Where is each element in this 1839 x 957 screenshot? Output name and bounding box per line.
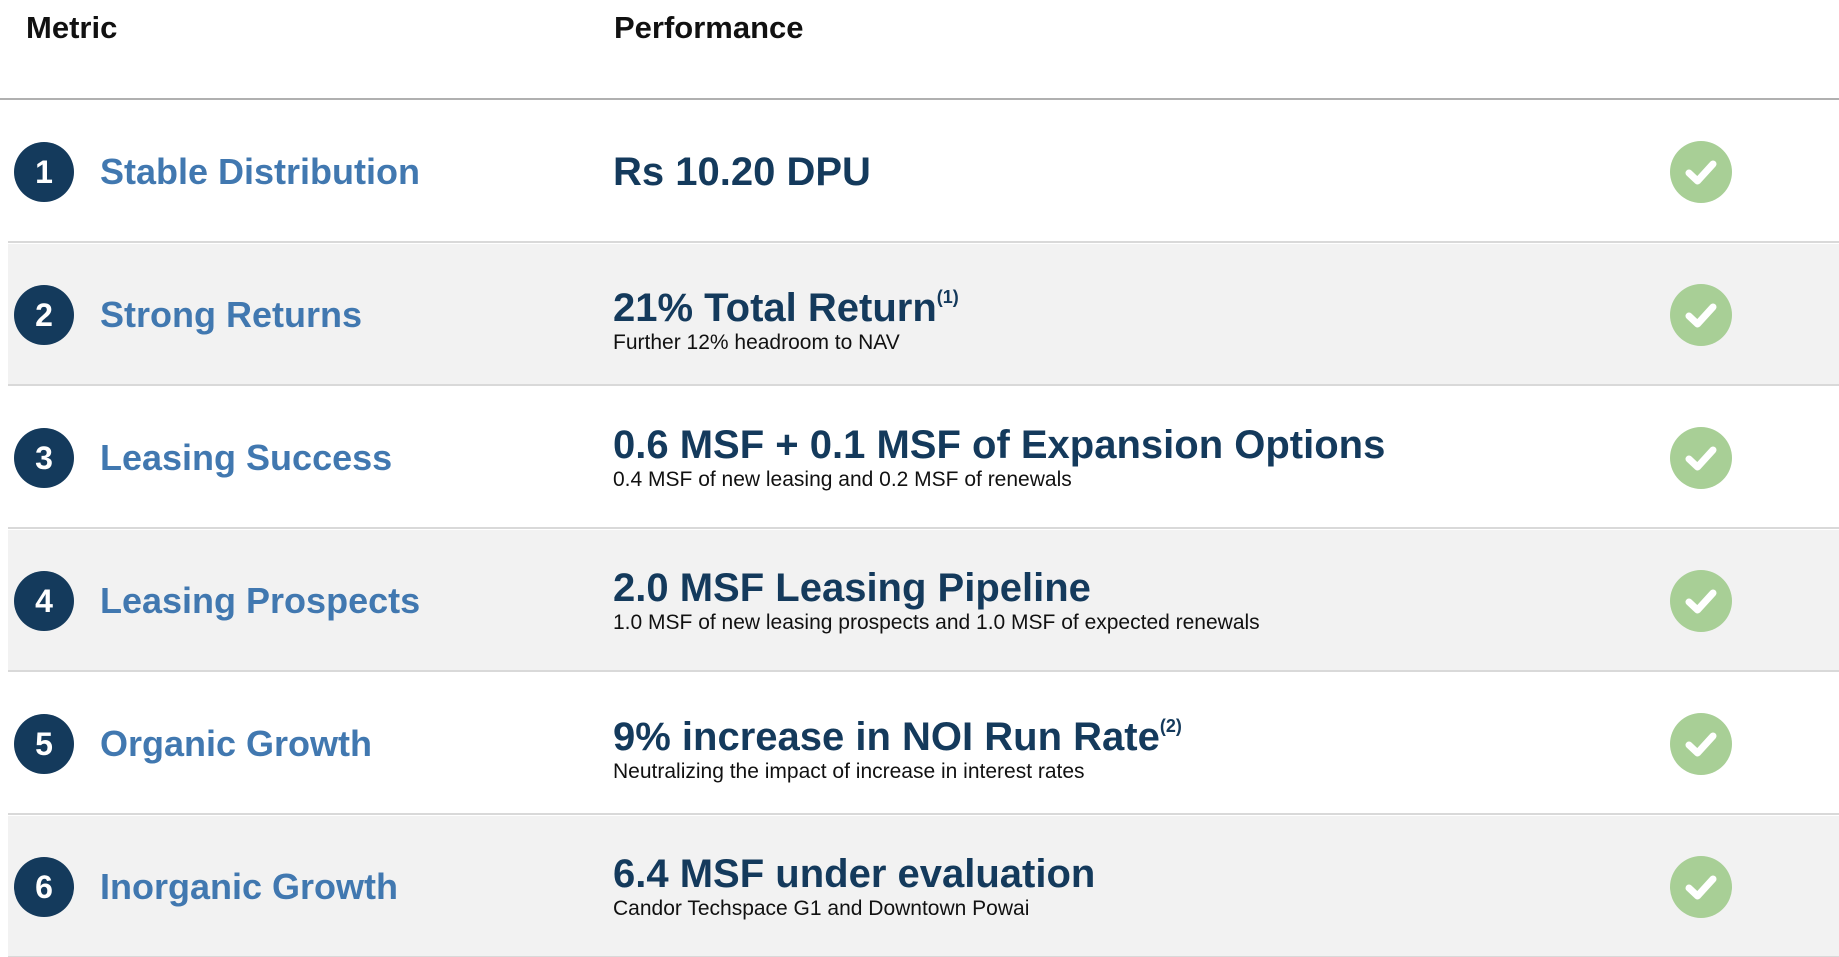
performance-headline: 6.4 MSF under evaluation: [613, 852, 1095, 896]
check-mark: [1685, 589, 1717, 614]
performance-text: 2.0 MSF Leasing Pipeline: [613, 566, 1091, 610]
metric-label: Organic Growth: [100, 723, 373, 764]
performance-headline: Rs 10.20 DPU: [613, 150, 871, 194]
check-mark: [1685, 732, 1717, 757]
metric-label: Inorganic Growth: [100, 866, 399, 907]
metric-row: 4 Leasing Prospects 2.0 MSF Leasing Pipeli…: [8, 530, 1839, 672]
check-icon: [1670, 713, 1732, 775]
header-rule: [0, 98, 1839, 100]
metric-label: Leasing Prospects: [100, 580, 421, 621]
row-number: 5: [14, 714, 74, 774]
check-mark: [1685, 160, 1717, 185]
metric-row: 1 Stable Distribution Rs 10.20 DPU: [8, 101, 1839, 243]
row-number: 3: [14, 428, 74, 488]
row-number: 1: [14, 142, 74, 202]
check-icon: [1670, 427, 1732, 489]
metric-label: Leasing Success: [100, 437, 393, 478]
metric-row: 6 Inorganic Growth 6.4 MSF under evaluatio…: [8, 816, 1839, 957]
performance: Rs 10.20 DPU: [613, 101, 871, 243]
row-number: 4: [14, 571, 74, 631]
performance-headline: 2.0 MSF Leasing Pipeline: [613, 566, 1260, 610]
performance-text: Rs 10.20 DPU: [613, 150, 871, 194]
check-mark: [1685, 875, 1717, 900]
check-icon: [1670, 284, 1732, 346]
check-icon: [1670, 856, 1732, 918]
performance-detail: 0.4 MSF of new leasing and 0.2 MSF of re…: [613, 468, 1072, 491]
footnote-ref: (2): [1159, 715, 1182, 736]
check-icon: [1670, 570, 1732, 632]
performance-detail: 1.0 MSF of new leasing prospects and 1.0…: [613, 611, 1260, 634]
performance-detail: Further 12% headroom to NAV: [613, 330, 900, 354]
check-mark: [1685, 446, 1717, 471]
header-performance: Performance: [614, 10, 804, 45]
performance: 21% Total Return(1) Further 12% headroom …: [613, 244, 959, 386]
performance-text: 6.4 MSF under evaluation: [613, 852, 1096, 896]
performance-detail: Candor Techspace G1 and Downtown Powai: [613, 897, 1030, 920]
performance: 2.0 MSF Leasing Pipeline 1.0 MSF of new l…: [613, 530, 1260, 672]
performance: 9% increase in NOI Run Rate(2) Neutralizi…: [613, 673, 1182, 815]
metric-row: 3 Leasing Success 0.6 MSF + 0.1 MSF of Exp…: [8, 387, 1839, 529]
performance: 6.4 MSF under evaluation Candor Techspace…: [613, 816, 1095, 957]
row-number: 6: [14, 857, 74, 917]
metric-row: 5 Organic Growth 9% increase in NOI Run Ra…: [8, 673, 1839, 815]
header-metric: Metric: [26, 10, 118, 45]
check-icon: [1670, 141, 1732, 203]
row-number: 2: [14, 285, 74, 345]
performance-text: 21% Total Return: [613, 285, 937, 330]
footnote-ref: (1): [936, 286, 959, 307]
metric-label: Strong Returns: [100, 294, 363, 335]
performance-headline: 9% increase in NOI Run Rate(2): [613, 704, 1182, 759]
performance-headline: 21% Total Return(1): [613, 275, 959, 330]
performance-detail: Neutralizing the impact of increase in i…: [613, 759, 1085, 783]
check-mark: [1685, 303, 1717, 328]
metric-label: Stable Distribution: [100, 151, 421, 192]
performance-text: 0.6 MSF + 0.1 MSF of Expansion Options: [613, 423, 1386, 467]
performance: 0.6 MSF + 0.1 MSF of Expansion Options 0.…: [613, 387, 1385, 529]
performance-text: 9% increase in NOI Run Rate: [613, 714, 1160, 759]
metric-row: 2 Strong Returns 21% Total Return(1) Furthe…: [8, 244, 1839, 386]
performance-headline: 0.6 MSF + 0.1 MSF of Expansion Options: [613, 423, 1385, 467]
